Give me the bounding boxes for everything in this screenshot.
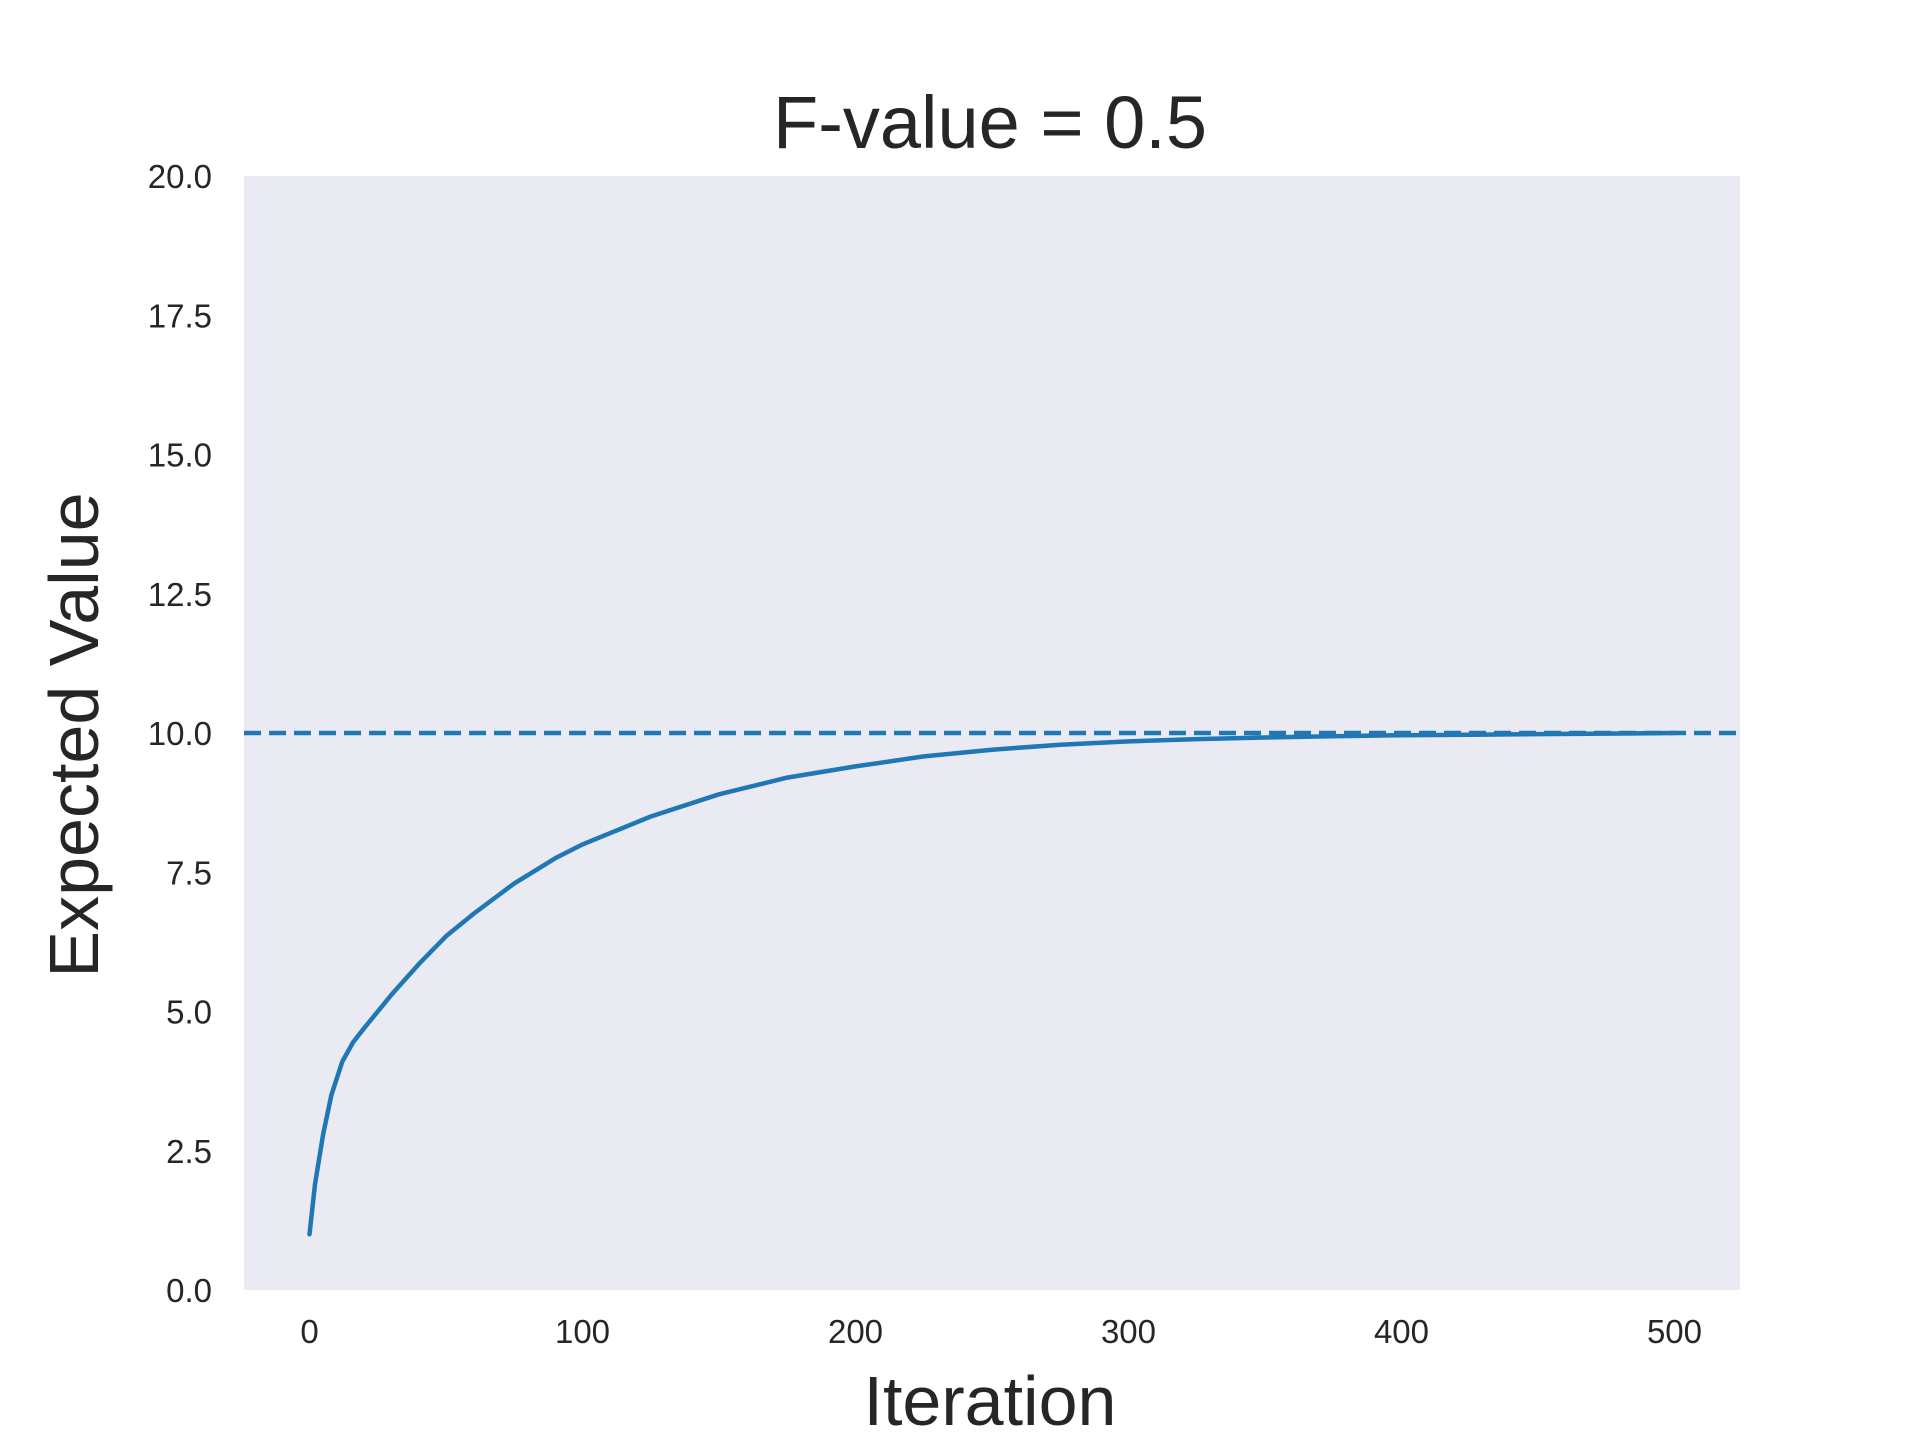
y-axis: 0.0 2.5 5.0 7.5 10.0 12.5 15.0 17.5 20.0 xyxy=(148,158,212,1309)
y-axis-label: Expected Value xyxy=(35,492,113,977)
y-tick-label: 15.0 xyxy=(148,437,212,474)
series-line xyxy=(307,730,1677,1237)
x-tick-label: 100 xyxy=(555,1313,610,1350)
series-layer xyxy=(244,730,1740,1237)
x-tick-label: 400 xyxy=(1374,1313,1429,1350)
x-tick-label: 500 xyxy=(1647,1313,1702,1350)
y-tick-label: 5.0 xyxy=(166,994,212,1031)
x-axis-label: Iteration xyxy=(864,1362,1117,1440)
x-tick-label: 0 xyxy=(300,1313,318,1350)
y-tick-label: 0.0 xyxy=(166,1272,212,1309)
x-tick-label: 300 xyxy=(1101,1313,1156,1350)
chart-title: F-value = 0.5 xyxy=(773,81,1207,164)
y-tick-label: 10.0 xyxy=(148,715,212,752)
y-tick-label: 2.5 xyxy=(166,1133,212,1170)
x-tick-label: 200 xyxy=(828,1313,883,1350)
y-tick-label: 20.0 xyxy=(148,158,212,195)
x-axis: 0 100 200 300 400 500 xyxy=(300,1313,1702,1350)
y-tick-label: 17.5 xyxy=(148,297,212,334)
y-tick-label: 12.5 xyxy=(148,576,212,613)
y-tick-label: 7.5 xyxy=(166,854,212,891)
